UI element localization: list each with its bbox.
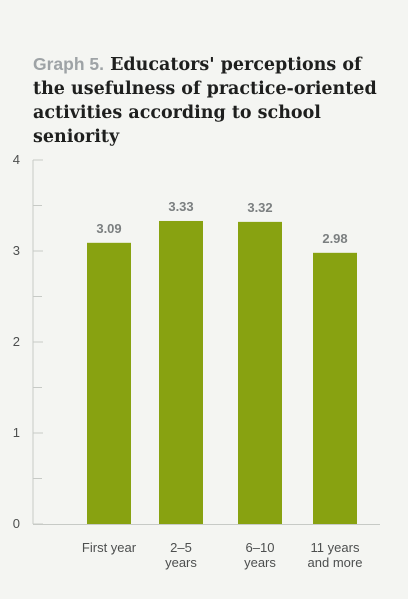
y-tick-label: 4 (13, 152, 20, 167)
x-tick-label-line: 6–10 (246, 540, 275, 555)
bar (87, 242, 131, 524)
data-label: 3.09 (96, 221, 121, 236)
x-tick-label-line: and more (308, 555, 363, 570)
chart-title: Graph 5. Educators' perceptions of the u… (33, 52, 383, 149)
y-tick-label: 0 (13, 516, 20, 531)
data-label: 3.32 (247, 200, 272, 215)
y-tick-label: 1 (13, 425, 20, 440)
x-tick-label-line: First year (82, 540, 137, 555)
data-label: 3.33 (168, 199, 193, 214)
y-tick-label: 3 (13, 243, 20, 258)
x-tick-label: 2–5 years (165, 540, 197, 570)
x-tick-label-line: 2–5 (170, 540, 192, 555)
x-tick-label: First year (82, 540, 137, 555)
bar (313, 252, 357, 524)
graph-number-label: Graph 5. (33, 54, 104, 74)
y-tick-label: 2 (13, 334, 20, 349)
x-tick-label-line: years (244, 555, 276, 570)
bar (238, 221, 282, 524)
x-tick-label-line: years (165, 555, 197, 570)
bar (159, 220, 203, 524)
data-label: 2.98 (322, 231, 347, 246)
x-tick-label: 11 years and more (308, 540, 363, 570)
graph-title-text: Educators' perceptions of the usefulness… (33, 55, 377, 147)
x-tick-label-line: 11 years (311, 540, 360, 555)
x-tick-label: 6–10 years (244, 540, 276, 570)
